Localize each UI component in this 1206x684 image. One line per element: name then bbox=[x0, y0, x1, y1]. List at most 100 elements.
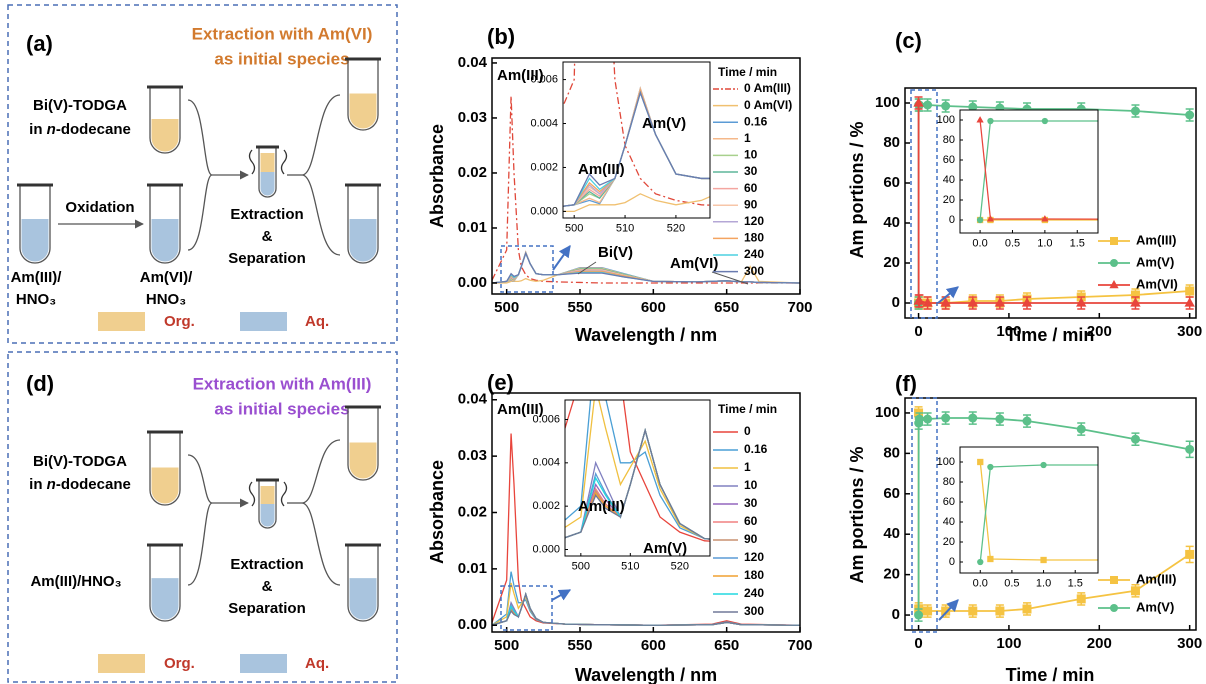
legend-title: Time / min bbox=[718, 402, 777, 416]
x-tick-label: 510 bbox=[616, 222, 634, 234]
process-label: Separation bbox=[228, 600, 306, 617]
diagram-title: as initial species bbox=[214, 49, 349, 68]
zoom-box bbox=[501, 246, 553, 292]
legend-label: 10 bbox=[744, 478, 758, 492]
marker bbox=[1040, 462, 1046, 468]
liquid bbox=[350, 94, 377, 129]
y-tick-label: 0.03 bbox=[458, 447, 487, 464]
zoom-box bbox=[912, 398, 937, 632]
y-tick-label: 0 bbox=[949, 556, 955, 568]
y-tick-label: 0.002 bbox=[530, 161, 558, 173]
x-tick-label: 1.0 bbox=[1036, 577, 1051, 589]
inset-background bbox=[565, 400, 710, 556]
legend-swatch bbox=[240, 312, 287, 331]
liquid bbox=[350, 219, 377, 262]
marker bbox=[995, 415, 1004, 424]
x-tick-label: 550 bbox=[567, 299, 592, 316]
zoom-arrow bbox=[552, 590, 570, 600]
x-tick-label: 0 bbox=[914, 635, 922, 652]
marker bbox=[1077, 594, 1086, 603]
annotation: Am(III) bbox=[497, 401, 544, 418]
liquid bbox=[261, 153, 275, 172]
y-axis-label: Absorbance bbox=[427, 460, 447, 564]
legend-label: 120 bbox=[744, 214, 764, 228]
y-tick-label: 60 bbox=[883, 174, 900, 191]
y-tick-label: 100 bbox=[875, 404, 900, 421]
tubes bbox=[17, 59, 381, 621]
y-tick-label: 0.02 bbox=[458, 164, 487, 181]
x-tick-label: 500 bbox=[572, 560, 590, 572]
organic-label: in n-dodecane bbox=[29, 476, 131, 493]
organic-label: Bi(V)-TODGA bbox=[33, 97, 127, 114]
x-tick-label: 700 bbox=[787, 299, 812, 316]
brace bbox=[302, 95, 340, 255]
text-part: -dodecane bbox=[56, 121, 131, 138]
legend-label: 0.16 bbox=[744, 114, 768, 128]
y-axis-label: Am portions / % bbox=[847, 121, 867, 258]
marker bbox=[1185, 111, 1194, 120]
legend-label: Am(III) bbox=[1136, 571, 1176, 586]
brace bbox=[188, 455, 212, 585]
brace bbox=[302, 440, 340, 585]
y-tick-label: 0 bbox=[949, 214, 955, 226]
liquid bbox=[350, 443, 377, 479]
inset-annotation: Am(III) bbox=[578, 498, 625, 515]
legend-label: Am(V) bbox=[1136, 599, 1174, 614]
legend-label: 240 bbox=[744, 586, 764, 600]
text-part: n bbox=[47, 121, 56, 138]
process-label: Separation bbox=[228, 250, 306, 267]
leader-line bbox=[712, 272, 748, 284]
marker bbox=[1077, 425, 1086, 434]
marker bbox=[1042, 118, 1048, 124]
marker bbox=[1110, 237, 1118, 245]
marker bbox=[987, 556, 993, 562]
x-tick-label: 300 bbox=[1177, 635, 1202, 652]
y-tick-label: 20 bbox=[883, 254, 900, 271]
oxidation-label: Oxidation bbox=[65, 199, 134, 216]
diagram-title: Extraction with Am(VI) bbox=[192, 24, 373, 43]
diagram-title: Extraction with Am(III) bbox=[193, 374, 372, 393]
marker bbox=[923, 607, 932, 616]
y-tick-label: 80 bbox=[883, 444, 900, 461]
x-tick-label: 0 bbox=[914, 323, 922, 340]
annotation: Bi(V) bbox=[598, 244, 633, 261]
legend-label: 240 bbox=[744, 247, 764, 261]
marker bbox=[941, 102, 950, 111]
y-tick-label: 100 bbox=[937, 114, 955, 126]
liquid bbox=[152, 578, 179, 619]
y-tick-label: 60 bbox=[943, 154, 955, 166]
text-part: in bbox=[29, 476, 47, 493]
y-tick-label: 0.002 bbox=[532, 500, 560, 512]
marker bbox=[1131, 586, 1140, 595]
diagram-title: as initial species bbox=[214, 399, 349, 418]
chart: (f)Time / minAm portions / %010020030002… bbox=[847, 371, 1206, 684]
x-tick-label: 600 bbox=[641, 299, 666, 316]
legend-label: Org. bbox=[164, 655, 195, 672]
marker bbox=[987, 464, 993, 470]
x-tick-label: 1.5 bbox=[1068, 577, 1083, 589]
legend-label: 300 bbox=[744, 604, 764, 618]
inset-annotation: Am(V) bbox=[642, 115, 686, 132]
x-tick-label: 650 bbox=[714, 299, 739, 316]
organic-label: Bi(V)-TODGA bbox=[33, 453, 127, 470]
process-label: Extraction bbox=[230, 556, 303, 573]
text-part: in bbox=[29, 121, 47, 138]
y-tick-label: 20 bbox=[943, 536, 955, 548]
liquid bbox=[350, 578, 377, 619]
marker bbox=[987, 118, 993, 124]
x-tick-label: 1.5 bbox=[1070, 237, 1085, 249]
x-axis-label: Wavelength / nm bbox=[575, 325, 717, 345]
diagram-a: (a) Extraction with Am(VI) as initial sp… bbox=[8, 5, 397, 343]
x-axis-label: Time / min bbox=[1006, 665, 1095, 684]
marker bbox=[1110, 259, 1118, 267]
legend-label: 90 bbox=[744, 197, 758, 211]
x-axis-label: Wavelength / nm bbox=[575, 665, 717, 684]
organic-label: in n-dodecane bbox=[29, 121, 131, 138]
y-tick-label: 20 bbox=[943, 194, 955, 206]
marker bbox=[968, 414, 977, 423]
marker bbox=[977, 459, 983, 465]
legend-label: 30 bbox=[744, 496, 758, 510]
zoom-arrow bbox=[553, 246, 570, 270]
marker bbox=[1110, 576, 1118, 584]
annotation: Am(III) bbox=[497, 67, 544, 84]
